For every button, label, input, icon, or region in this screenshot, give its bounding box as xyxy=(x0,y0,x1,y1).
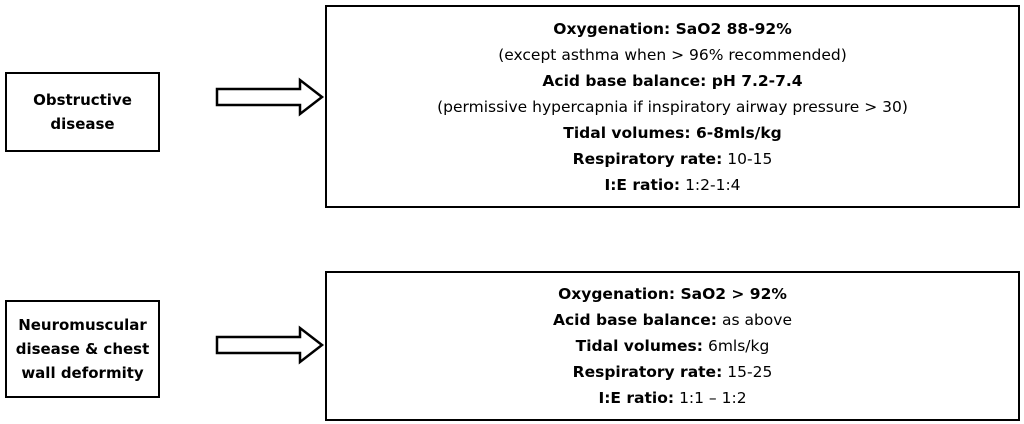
detail-line: Acid base balance: as above xyxy=(553,307,792,333)
detail-text: Tidal volumes: 6-8mls/kg xyxy=(563,123,782,142)
detail-text: Acid base balance: pH 7.2-7.4 xyxy=(542,71,803,90)
label-line: Obstructive xyxy=(33,91,132,109)
detail-line: Respiratory rate: 15-25 xyxy=(573,359,773,385)
detail-text: 1:2-1:4 xyxy=(685,175,741,194)
label-line: disease & chest xyxy=(15,340,150,358)
details-box: Oxygenation: SaO2 88-92% (except asthma w… xyxy=(325,5,1020,208)
detail-text: as above xyxy=(721,311,792,329)
detail-text: Acid base balance: xyxy=(553,311,717,329)
detail-text: 1:1 – 1:2 xyxy=(679,389,747,407)
detail-text: 15-25 xyxy=(727,363,773,381)
detail-text: I:E ratio: xyxy=(604,175,681,194)
detail-text: (except asthma when > 96% recommended) xyxy=(498,45,847,64)
detail-text: 10-15 xyxy=(727,149,773,168)
detail-text: 6mls/kg xyxy=(707,337,770,355)
label-line: Neuromuscular xyxy=(18,316,147,334)
detail-line: Tidal volumes: 6mls/kg xyxy=(576,333,770,359)
detail-text: Tidal volumes: xyxy=(575,337,703,355)
label-box: Obstructive disease xyxy=(5,72,160,152)
detail-line: Oxygenation: SaO2 > 92% xyxy=(558,281,787,307)
arrow xyxy=(215,77,325,117)
detail-text: Respiratory rate: xyxy=(572,363,723,381)
detail-text: (permissive hypercapnia if inspiratory a… xyxy=(437,97,908,116)
detail-line: Tidal volumes: 6-8mls/kg xyxy=(563,120,782,146)
detail-text: Respiratory rate: xyxy=(572,149,723,168)
detail-line: I:E ratio: 1:2-1:4 xyxy=(604,172,740,198)
detail-text: Oxygenation: SaO2 > 92% xyxy=(558,285,787,303)
label-line: wall deformity xyxy=(21,364,144,382)
details-box: Oxygenation: SaO2 > 92% Acid base balance… xyxy=(325,271,1020,421)
detail-line: Acid base balance: pH 7.2-7.4 xyxy=(542,68,802,94)
detail-line: (permissive hypercapnia if inspiratory a… xyxy=(437,94,908,120)
detail-line: Respiratory rate: 10-15 xyxy=(573,146,773,172)
label-box: Neuromuscular disease & chest wall deformi… xyxy=(5,300,160,398)
detail-text: Oxygenation: SaO2 88-92% xyxy=(553,19,792,38)
detail-line: I:E ratio: 1:1 – 1:2 xyxy=(598,385,746,411)
label-line: disease xyxy=(50,115,115,133)
detail-line: (except asthma when > 96% recommended) xyxy=(498,42,847,68)
arrow xyxy=(215,325,325,365)
detail-line: Oxygenation: SaO2 88-92% xyxy=(553,16,791,42)
detail-text: I:E ratio: xyxy=(598,389,675,407)
